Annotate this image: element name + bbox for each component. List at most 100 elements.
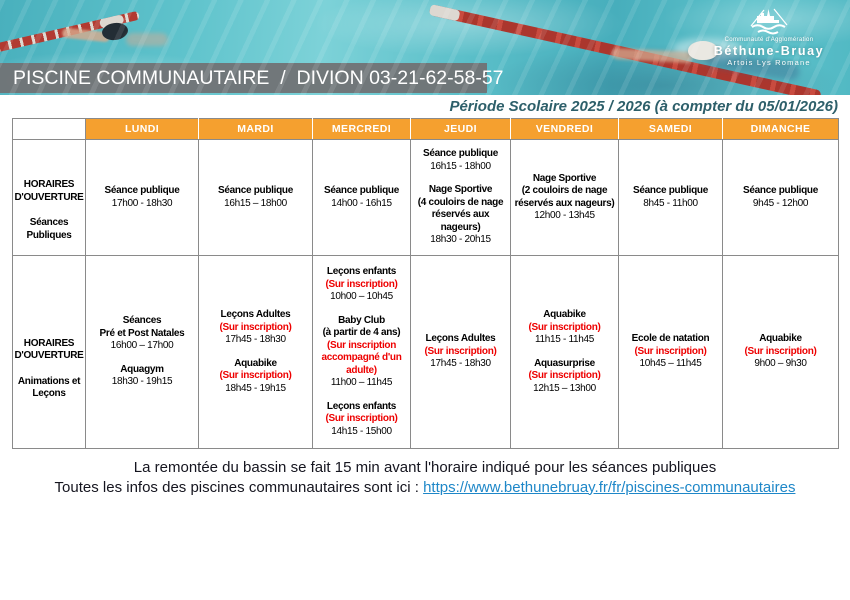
activity-line: Leçons Adultes: [425, 333, 496, 345]
activity-block: Séances Pré et Post Natales 16h00 – 17h00: [87, 315, 197, 353]
row-label-title: HORAIRES D'OUVERTURE: [14, 337, 84, 362]
activity-line: 12h15 – 13h00: [533, 382, 596, 394]
pools-link[interactable]: https://www.bethunebruay.fr/fr/piscines-…: [423, 478, 796, 496]
activity-line: 9h00 – 9h30: [754, 358, 807, 370]
activity-line: 18h30 - 19h15: [111, 376, 173, 388]
activity-block: Leçons Adultes (Sur inscription) 17h45 - 1…: [412, 333, 509, 371]
lane-rope-left: [0, 10, 141, 55]
footer-info: Toutes les infos des piscines communauta…: [0, 478, 850, 498]
schedule-cell: Leçons Adultes (Sur inscription) 17h45 - 1…: [198, 255, 313, 449]
activity-line: Aquagym: [120, 363, 164, 375]
activity-line: (Sur inscription): [325, 278, 398, 290]
swimmer-right-cap: [688, 41, 718, 60]
activity-line: (Sur inscription): [219, 370, 292, 381]
activity-line: Séance publique: [104, 185, 180, 196]
day-header: JEUDI: [410, 118, 511, 140]
lane-rope-right: [428, 4, 822, 95]
activity-block: Aquasurprise (Sur inscription) 12h15 – 13h…: [512, 358, 617, 396]
corner-cell: [12, 118, 86, 140]
activity-line: Séance publique: [743, 185, 818, 196]
activity-line: (2 couloirs de nage réservés aux nageurs…: [514, 185, 615, 209]
activity-line: Pré et Post Natales: [99, 327, 185, 339]
schedule-cell: Séances Pré et Post Natales 16h00 – 17h00 A…: [85, 255, 199, 449]
schedule-cell: Séance publique 14h00 - 16h15: [312, 139, 411, 256]
activity-block: Aquabike (Sur inscription) 11h15 - 11h45: [512, 309, 617, 347]
activity-line: Séance publique: [218, 185, 293, 196]
activity-block: Séance publique 8h45 - 11h00: [620, 185, 721, 210]
activity-line: Aquasurprise: [534, 357, 595, 369]
activity-block: Séance publique 17h00 - 18h30: [87, 185, 197, 210]
activity-line: Aquabike: [234, 357, 277, 369]
activity-line: 16h00 – 17h00: [110, 340, 174, 352]
schedule-row: HORAIRES D'OUVERTURE Séances Publiques Séa…: [12, 139, 839, 256]
logo-line3: Artois Lys Romane: [727, 58, 811, 68]
activity-line: 11h15 - 11h45: [534, 334, 595, 345]
activity-line: (Sur inscription): [219, 321, 292, 333]
activity-block: Nage Sportive (4 couloirs de nage réservé…: [412, 184, 509, 247]
footer-info-prefix: Toutes les infos des piscines communauta…: [54, 478, 424, 496]
activity-line: Séance publique: [324, 185, 399, 196]
activity-line: 18h45 - 19h15: [225, 382, 286, 394]
footer-note: La remontée du bassin se fait 15 min ava…: [133, 459, 717, 476]
activity-line: Séance publique: [633, 185, 708, 196]
activity-line: 10h45 – 11h45: [639, 358, 702, 370]
activity-line: (Sur inscription): [325, 413, 398, 424]
activity-block: Séance publique 16h15 – 18h00: [200, 185, 311, 210]
agglo-logo-icon: [750, 8, 788, 35]
day-header: MERCREDI: [312, 118, 411, 140]
schedule-cell: Aquabike (Sur inscription) 9h00 – 9h30: [722, 255, 839, 449]
activity-line: 9h45 - 12h00: [752, 197, 809, 209]
activity-block: Nage Sportive (2 couloirs de nage réservé…: [512, 173, 617, 223]
schedule-cell: Séance publique 16h15 - 18h00 Nage Sportiv…: [410, 139, 511, 256]
agglo-logo: Communauté d'Agglomération Béthune-Bruay…: [694, 4, 844, 68]
day-header: SAMEDI: [618, 118, 723, 140]
activity-block: Leçons enfants (Sur inscription) 10h00 – 1…: [314, 266, 409, 304]
schedule-cell: Séance publique 8h45 - 11h00: [618, 139, 723, 256]
activity-line: Leçons enfants: [326, 400, 397, 412]
day-header: LUNDI: [85, 118, 199, 140]
swimmer-right-arm: [611, 47, 693, 64]
swimmer-left-arm: [61, 27, 111, 43]
row-label-subtitle: Séances Publiques: [26, 217, 72, 241]
activity-block: Aquabike (Sur inscription) 18h45 - 19h15: [200, 358, 311, 396]
day-header: DIMANCHE: [722, 118, 839, 140]
schedule-cell: Ecole de natation (Sur inscription) 10h45 …: [618, 255, 723, 449]
activity-block: Leçons enfants (Sur inscription) 14h15 - 1…: [314, 401, 409, 439]
logo-line2: Béthune-Bruay: [713, 43, 825, 58]
activity-line: (4 couloirs de nage réservés aux nageurs…: [417, 196, 504, 233]
activity-line: Leçons Adultes: [220, 309, 291, 320]
footer: La remontée du bassin se fait 15 min ava…: [0, 458, 850, 497]
day-header: VENDREDI: [510, 118, 619, 140]
activity-line: 17h00 - 18h30: [111, 197, 173, 209]
activity-line: 16h15 - 18h00: [430, 160, 491, 172]
activity-block: Séance publique 9h45 - 12h00: [724, 185, 837, 210]
days-header-row: LUNDI MARDI MERCREDI JEUDI VENDREDI SAMEDI DIM…: [12, 118, 839, 140]
activity-line: 11h00 – 11h45: [330, 377, 393, 388]
activity-line: (Sur inscription): [424, 345, 497, 357]
schedule-row: HORAIRES D'OUVERTURE Animations et Leçons…: [12, 255, 839, 449]
activity-line: (Sur inscription): [634, 345, 707, 357]
activity-line: (Sur inscription): [528, 321, 601, 333]
activity-line: 14h15 - 15h00: [331, 425, 392, 437]
schedule-cell: Séance publique 17h00 - 18h30: [85, 139, 199, 256]
swimmer-left-shoulder: [126, 33, 168, 46]
activity-line: Aquabike: [759, 333, 802, 345]
activity-block: Séance publique 16h15 - 18h00: [412, 148, 509, 173]
row-label: HORAIRES D'OUVERTURE Animations et Leçons: [12, 255, 86, 449]
pool-photo: Communauté d'Agglomération Béthune-Bruay…: [0, 0, 850, 95]
row-label: HORAIRES D'OUVERTURE Séances Publiques: [12, 139, 86, 256]
activity-line: Nage Sportive: [532, 172, 597, 184]
activity-line: 17h45 - 18h30: [225, 334, 286, 345]
schedule-cell: Leçons Adultes (Sur inscription) 17h45 - 1…: [410, 255, 511, 449]
activity-line: (Sur inscription): [528, 370, 601, 381]
activity-line: (Sur inscription accompagné d'un adulte): [321, 339, 402, 376]
activity-line: Leçons enfants: [326, 266, 397, 277]
schedule-table: LUNDI MARDI MERCREDI JEUDI VENDREDI SAMEDI DIM…: [12, 118, 839, 449]
activity-line: 10h00 – 10h45: [330, 291, 393, 302]
activity-line: 12h00 - 13h45: [534, 210, 595, 221]
activity-block: Leçons Adultes (Sur inscription) 17h45 - 1…: [200, 309, 311, 347]
activity-line: Séance publique: [423, 148, 498, 160]
activity-line: 17h45 - 18h30: [430, 358, 491, 370]
swimmer-right-splash: [672, 38, 742, 60]
